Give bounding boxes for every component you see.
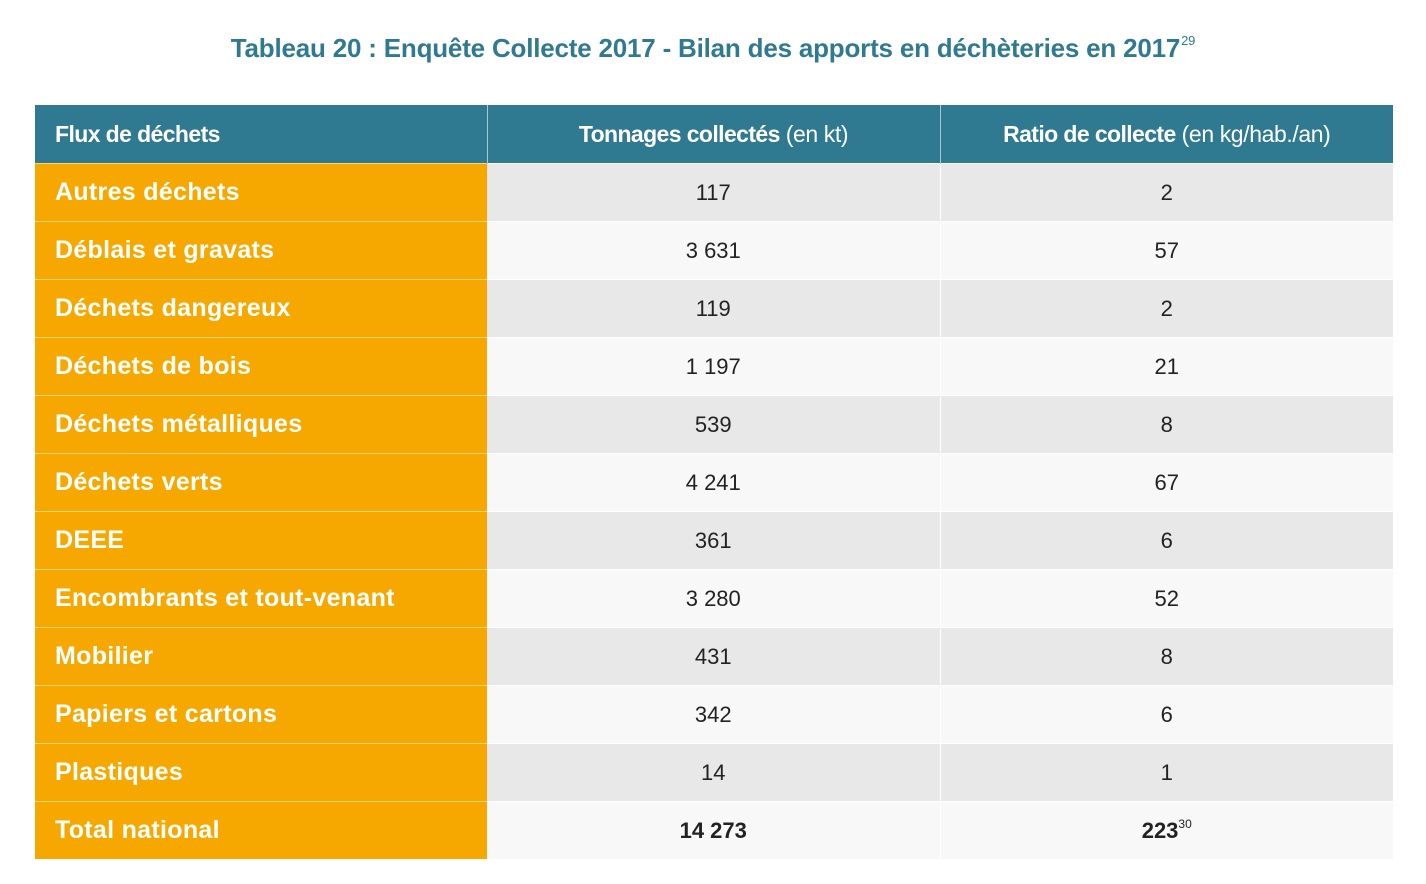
tonnage-cell: 1 197 (487, 337, 940, 396)
table-header-row: Flux de déchets Tonnages collectés (en k… (35, 105, 1393, 164)
row-label: Déchets dangereux (35, 279, 487, 338)
row-label: Déchets métalliques (35, 395, 487, 454)
table-row: Déchets verts 4 241 67 (35, 453, 1393, 512)
tonnage-cell: 3 280 (487, 569, 940, 628)
tonnage-cell: 14 (487, 743, 940, 802)
tonnage-cell: 539 (487, 395, 940, 454)
header-ratio: Ratio de collecte (en kg/hab./an) (940, 105, 1393, 164)
ratio-cell: 67 (939, 453, 1393, 512)
ratio-cell: 6 (939, 685, 1393, 744)
table-row: Mobilier 431 8 (35, 627, 1393, 686)
tonnage-cell: 431 (487, 627, 940, 686)
header-unit: (en kg/hab./an) (1175, 120, 1331, 147)
header-waste-stream: Flux de déchets (35, 105, 488, 164)
header-label: Ratio de collecte (1003, 120, 1176, 147)
row-label: Déchets de bois (35, 337, 487, 396)
table-row: Déchets de bois 1 197 21 (35, 337, 1393, 396)
table-row: Plastiques 14 1 (35, 743, 1393, 802)
table-title: Tableau 20 : Enquête Collecte 2017 - Bil… (0, 33, 1426, 64)
tonnage-cell: 4 241 (487, 453, 940, 512)
row-label: Plastiques (35, 743, 487, 802)
table-row: Déchets métalliques 539 8 (35, 395, 1393, 454)
table-row: DEEE 361 6 (35, 511, 1393, 570)
ratio-cell: 21 (939, 337, 1393, 396)
header-tonnage: Tonnages collectés (en kt) (487, 105, 941, 164)
row-label: Autres déchets (35, 163, 487, 222)
tonnage-cell: 119 (487, 279, 940, 338)
ratio-cell: 1 (939, 743, 1393, 802)
ratio-cell: 8 (939, 395, 1393, 454)
ratio-cell: 2 (939, 279, 1393, 338)
tonnage-cell: 342 (487, 685, 940, 744)
total-ratio-cell: 22330 (939, 801, 1393, 859)
waste-collection-table: Flux de déchets Tonnages collectés (en k… (35, 105, 1393, 859)
row-label: Déchets verts (35, 453, 487, 512)
row-label: DEEE (35, 511, 487, 570)
ratio-cell: 8 (939, 627, 1393, 686)
total-ratio-footnote: 30 (1178, 817, 1192, 831)
table-row: Déchets dangereux 119 2 (35, 279, 1393, 338)
tonnage-cell: 3 631 (487, 221, 940, 280)
table-row: Encombrants et tout-venant 3 280 52 (35, 569, 1393, 628)
header-label: Flux de déchets (55, 120, 220, 147)
total-label: Total national (35, 801, 487, 859)
ratio-cell: 6 (939, 511, 1393, 570)
ratio-cell: 2 (939, 163, 1393, 222)
header-unit: (en kt) (779, 120, 849, 147)
ratio-cell: 52 (939, 569, 1393, 628)
header-label: Tonnages collectés (578, 120, 781, 147)
total-row: Total national 14 273 22330 (35, 801, 1393, 859)
title-text: Tableau 20 : Enquête Collecte 2017 - Bil… (230, 33, 1181, 63)
table-row: Papiers et cartons 342 6 (35, 685, 1393, 744)
tonnage-cell: 361 (487, 511, 940, 570)
total-ratio-value: 223 (1141, 818, 1179, 843)
row-label: Mobilier (35, 627, 487, 686)
row-label: Papiers et cartons (35, 685, 487, 744)
tonnage-cell: 117 (487, 163, 940, 222)
row-label: Encombrants et tout-venant (35, 569, 487, 628)
ratio-cell: 57 (939, 221, 1393, 280)
title-footnote: 29 (1181, 33, 1196, 48)
table-row: Autres déchets 117 2 (35, 163, 1393, 222)
row-label: Déblais et gravats (35, 221, 487, 280)
table-row: Déblais et gravats 3 631 57 (35, 221, 1393, 280)
total-tonnage-cell: 14 273 (487, 801, 940, 859)
